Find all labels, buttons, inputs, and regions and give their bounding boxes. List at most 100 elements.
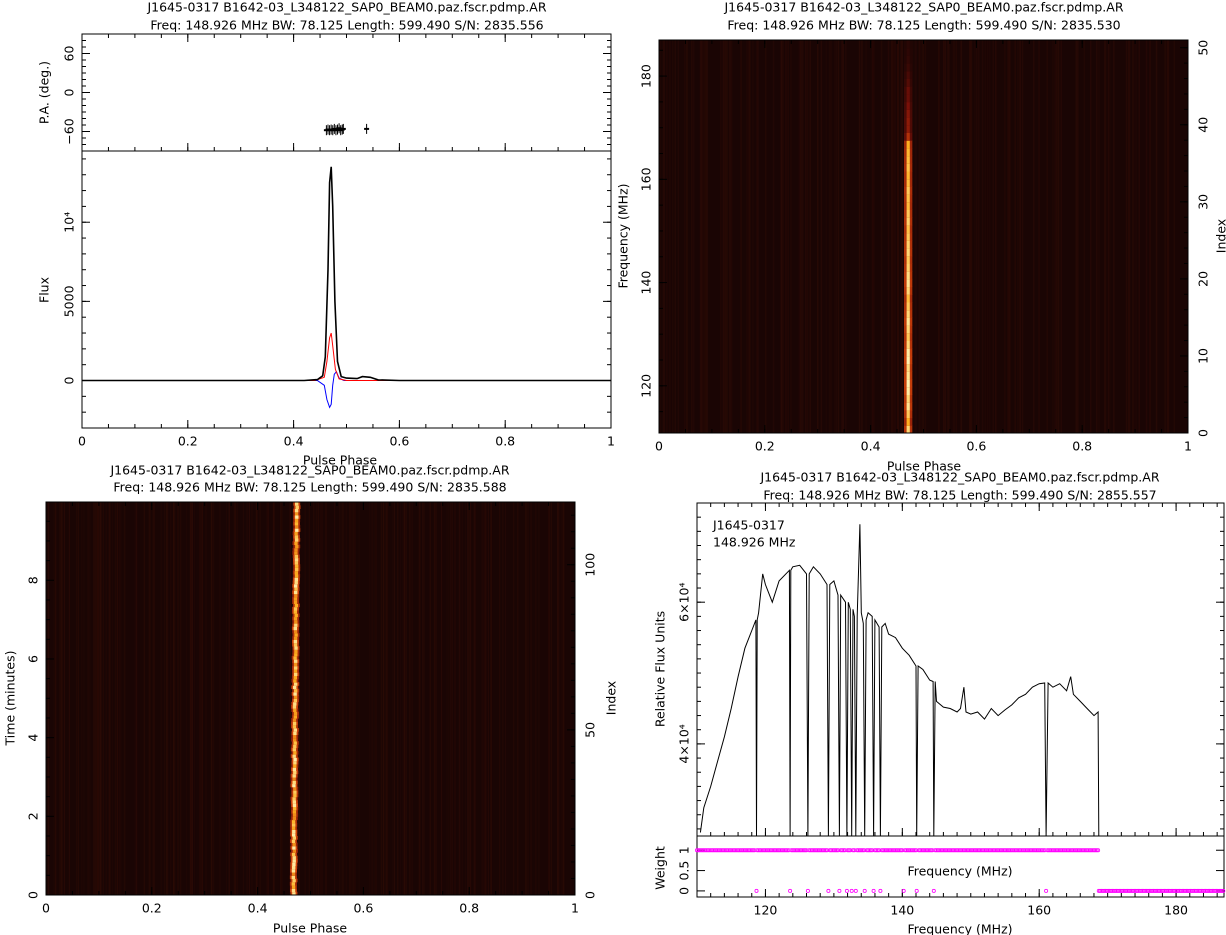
time-phase-noise-182: [193, 502, 196, 895]
weights-one-point-167: [942, 848, 947, 853]
time-phase-cell-23: [292, 816, 297, 821]
weights-zero-tail-point-9: [1109, 888, 1114, 893]
time-phase-noise-14: [371, 502, 373, 895]
freq-phase-noise-68: [911, 40, 914, 433]
freq-phase-noise-74: [699, 40, 702, 433]
weights-one-point-246: [1052, 848, 1057, 853]
weights-one-point-218: [1012, 848, 1017, 853]
time-phase-noise-168: [375, 502, 377, 895]
freq-phase-cell-40: [906, 117, 910, 126]
weights-zero-tail-point-51: [1166, 888, 1171, 893]
time-phase-cell-10: [292, 859, 296, 863]
time-phase-noise-216: [435, 502, 437, 895]
weights-one-point-106: [848, 848, 853, 853]
time-phase-xtick-label-4: 0.8: [459, 901, 479, 916]
time-phase-noise-50: [392, 502, 394, 895]
freq-phase-cell-44: [906, 86, 910, 95]
weights-one-point-135: [894, 848, 899, 853]
freq-phase-noise-28: [684, 40, 686, 433]
freq-phase-noise-120: [726, 40, 728, 433]
weights-one-point-10: [708, 848, 713, 853]
weights-one-point-76: [801, 848, 806, 853]
freq-phase-noise-141: [724, 40, 726, 433]
time-phase-noise-179: [96, 502, 98, 895]
time-phase-noise-34: [504, 502, 507, 895]
freq-phase-noise-89: [995, 40, 997, 433]
time-phase-noise-123: [116, 502, 118, 895]
time-phase-cell-34: [292, 780, 296, 785]
freq-phase-cell-28: [906, 209, 910, 218]
freq-phase-noise-0: [918, 40, 920, 433]
flux-xtick-label-2: 0.4: [284, 434, 304, 449]
freq-phase-ytick-label-3: 180: [639, 64, 654, 88]
time-phase-noise-58: [61, 502, 63, 895]
freq-phase-noise-69: [663, 40, 665, 433]
time-phase-noise-46: [381, 502, 383, 895]
weights-one-point-123: [877, 848, 882, 853]
time-phase-cell-108: [295, 538, 299, 542]
weights-zero-tail-point-69: [1191, 888, 1196, 893]
weights-one-point-252: [1060, 848, 1065, 853]
time-phase-noise-188: [373, 502, 375, 895]
time-phase-cell-60: [293, 695, 298, 699]
freq-phase-xtick-label-4: 0.8: [1072, 439, 1092, 454]
time-phase-cell-41: [293, 757, 297, 762]
freq-phase-noise-160: [969, 40, 971, 433]
freq-phase-cell-4: [906, 394, 910, 403]
weights-one-point-137: [897, 848, 902, 853]
time-phase-cell-38: [292, 767, 297, 771]
time-phase-noise-140: [267, 502, 269, 895]
weights-zero-point-6: [849, 888, 854, 893]
time-phase-noise-16: [102, 502, 104, 895]
freq-phase-noise-94: [924, 40, 927, 433]
freq-phase-noise-39: [1054, 40, 1056, 433]
weights-one-point-261: [1072, 848, 1077, 853]
time-phase-cell-27: [292, 803, 297, 807]
time-phase-cell-84: [293, 616, 298, 621]
time-phase-noise-119: [473, 502, 475, 895]
weights-one-point-255: [1064, 848, 1069, 853]
weights-one-point-100: [838, 848, 843, 853]
freq-phase-noise-81: [722, 40, 725, 433]
freq-phase-noise-109: [841, 40, 843, 433]
time-phase-noise-15: [289, 502, 291, 895]
time-phase-noise-163: [490, 502, 492, 895]
weights-one-point-108: [852, 848, 857, 853]
profile-title-line1: J1645-0317 B1642-03_L348122_SAP0_BEAM0.p…: [146, 0, 546, 15]
weights-one-point-191: [975, 848, 980, 853]
weights-zero-tail-point-24: [1129, 888, 1134, 893]
time-phase-cell-94: [294, 583, 298, 588]
time-phase-ytick-r-label-1: 50: [583, 722, 598, 738]
time-phase-cell-19: [292, 829, 296, 834]
weights-one-point-219: [1013, 848, 1018, 853]
flux-series-2-line: [82, 370, 611, 409]
weights-one-point-271: [1086, 848, 1091, 853]
freq-phase-noise-2: [893, 40, 895, 433]
flux-ylabel: Flux: [37, 277, 52, 303]
bandpass-ytick-label-1: 6×10⁴: [677, 583, 692, 622]
time-phase-cell-12: [291, 852, 296, 857]
weights-one-point-200: [987, 848, 992, 853]
weights-zero-point-1: [788, 888, 793, 893]
weights-one-point-95: [830, 848, 835, 853]
freq-phase-noise-25: [1060, 40, 1062, 433]
weights-one-point-82: [811, 848, 816, 853]
freq-phase-cell-2: [906, 409, 910, 419]
freq-phase-noise-71: [837, 40, 840, 433]
time-phase-noise-202: [164, 502, 166, 895]
time-phase-cell-87: [293, 606, 298, 611]
time-phase-cell-96: [294, 577, 298, 581]
time-phase-noise-36: [136, 502, 138, 895]
freq-phase-cell-14: [906, 317, 910, 326]
freq-phase-noise-107: [976, 40, 978, 433]
freq-phase-noise-84: [901, 40, 903, 433]
weights-one-point-52: [767, 848, 772, 853]
weights-one-point-101: [840, 848, 845, 853]
time-phase-noise-56: [180, 502, 182, 895]
time-phase-ylabel-right: Index: [604, 681, 619, 715]
time-phase-noise-32: [205, 502, 207, 895]
weights-one-point-238: [1039, 848, 1044, 853]
time-phase-cell-31: [293, 790, 297, 794]
weights-zero-tail-point-44: [1157, 888, 1162, 893]
time-phase-noise-4: [89, 502, 91, 895]
